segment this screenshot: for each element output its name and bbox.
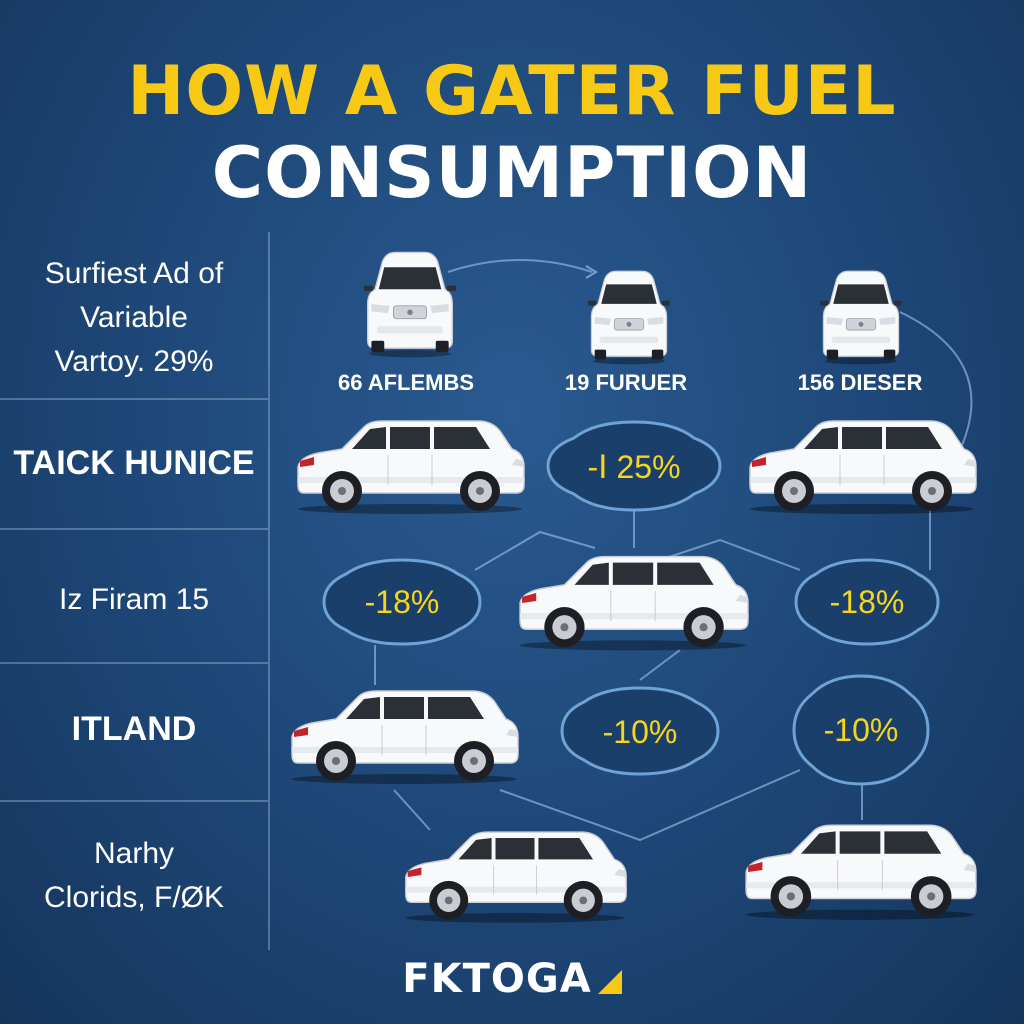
badge-value: -10%: [823, 712, 899, 748]
row-label-3: Iz Firam 15: [58, 583, 210, 616]
grid-divider: [0, 662, 268, 664]
row-label-line: Clorids, F/ØK: [43, 881, 225, 914]
row-label-4: ITLAND: [71, 710, 197, 748]
suv-side-icon: [290, 414, 530, 516]
badge-value: -18%: [364, 584, 440, 620]
row-label-line: Surfiest Ad of: [44, 257, 224, 290]
column-label-3: 156 DIESER: [797, 370, 923, 395]
grid-divider: [0, 398, 268, 400]
row-label-2: TAICK HUNICE: [13, 444, 255, 482]
suv-side-icon: [742, 414, 982, 516]
column-label-1: 66 AFLEMBS: [337, 370, 475, 395]
cloud-badge: -18%: [320, 556, 484, 648]
row-label-line: Narhy: [93, 837, 175, 870]
badge-value: -Ⅰ 25%: [587, 449, 681, 485]
suv-side-icon: [738, 818, 982, 922]
column-label-2: 19 FURUER: [564, 370, 688, 395]
grid-divider: [0, 800, 268, 802]
cloud-badge: -10%: [558, 684, 722, 778]
grid-divider-vertical: [268, 232, 270, 950]
brand-logo-mark-icon: [597, 970, 622, 994]
row-label-1: Surfiest Ad of Variable Vartoy. 29%: [0, 252, 268, 384]
row-label-line: Variable: [80, 301, 188, 334]
row-label-line: Vartoy. 29%: [54, 345, 214, 378]
title-line-2: CONSUMPTION: [211, 132, 813, 214]
title-line-1: HOW A GATER FUEL: [127, 52, 897, 131]
suv-side-icon: [512, 550, 754, 652]
suv-front-icon: [586, 268, 672, 366]
suv-front-icon: [364, 246, 456, 362]
suv-front-icon: [818, 268, 904, 366]
badge-value: -10%: [602, 714, 678, 750]
grid-divider: [0, 528, 268, 530]
cloud-badge: -10%: [790, 672, 932, 788]
brand-logo-text: FKTOGA: [402, 956, 592, 1002]
suv-side-icon: [398, 824, 632, 926]
suv-side-icon: [284, 684, 524, 786]
badge-value: -18%: [829, 584, 905, 620]
row-label-5: Narhy Clorids, F/ØK: [0, 832, 268, 920]
cloud-badge: -Ⅰ 25%: [544, 418, 724, 514]
brand-logo: FKTOGA: [0, 956, 1024, 1002]
cloud-badge: -18%: [792, 556, 942, 648]
